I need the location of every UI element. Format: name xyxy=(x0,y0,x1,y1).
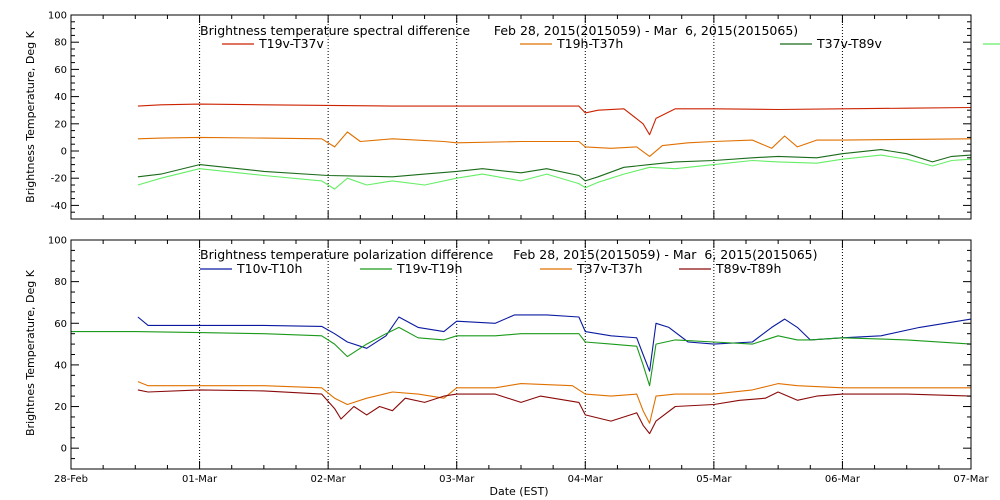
legend-label-T37v-T37h: T37v-T37h xyxy=(576,261,642,276)
spectral-series-T19h-T37h xyxy=(137,131,972,157)
polarization-series-T89v-T89h xyxy=(137,389,972,435)
spectral-series-T19v-T37v xyxy=(137,103,972,136)
polarization-ytick-label: 100 xyxy=(48,236,67,247)
polarization-gridlines xyxy=(199,240,843,469)
polarization-ytick-label: 60 xyxy=(54,319,67,330)
panel-spectral: Brightness temperature spectral differen… xyxy=(24,11,1000,220)
polarization-ytick-label: 40 xyxy=(54,360,67,371)
spectral-ytick-label: -20 xyxy=(51,174,67,185)
xtick-label: 03-Mar xyxy=(439,474,475,485)
spectral-series-T37h-T89h xyxy=(137,154,972,190)
xtick-label: 02-Mar xyxy=(311,474,347,485)
polarization-axes: 0 20 40 60 80 100 28-Feb 01-Mar 02-Mar 03-Mar 04-M… xyxy=(48,236,990,486)
spectral-series-T37v-T89v xyxy=(137,149,972,182)
legend-label-T37v-T89v: T37v-T89v xyxy=(816,36,883,51)
xtick-label: 04-Mar xyxy=(568,474,604,485)
polarization-series-T10v-T10h xyxy=(137,314,972,372)
polarization-ylabel: Brightnes Temperature, Deg K xyxy=(24,269,37,436)
legend-label-T10v-T10h: T10v-T10h xyxy=(236,261,302,276)
spectral-ytick-label: -40 xyxy=(51,201,67,212)
spectral-ytick-label: 40 xyxy=(54,92,67,103)
spectral-ytick-label: 0 xyxy=(61,147,67,158)
spectral-gridlines xyxy=(199,15,843,219)
polarization-ytick-label: 0 xyxy=(61,444,67,455)
x-axis-label: Date (EST) xyxy=(489,485,548,498)
spectral-axes: -40 -20 0 20 40 60 80 100 xyxy=(48,11,972,220)
xtick-label: 06-Mar xyxy=(825,474,861,485)
spectral-ylabel: Brightness Temperature, Deg K xyxy=(24,30,37,202)
spectral-ytick-label: 20 xyxy=(54,119,67,130)
polarization-ytick-label: 20 xyxy=(54,402,67,413)
legend-label-T19v-T37v: T19v-T37v xyxy=(258,36,325,51)
spectral-ytick-label: 60 xyxy=(54,65,67,76)
xtick-label: 05-Mar xyxy=(696,474,732,485)
xtick-label: 01-Mar xyxy=(182,474,218,485)
legend-label-T19h-T37h: T19h-T37h xyxy=(556,36,623,51)
polarization-series-T19v-T19h xyxy=(71,326,972,387)
xtick-label: 07-Mar xyxy=(953,474,989,485)
spectral-title: Brightness temperature spectral differen… xyxy=(200,23,798,38)
polarization-ytick-label: 80 xyxy=(54,277,67,288)
spectral-ytick-label: 80 xyxy=(54,38,67,49)
polarization-legend: T10v-T10h T19v-T19h T37v-T37h T89v-T89h xyxy=(200,261,781,276)
xtick-label: 28-Feb xyxy=(54,474,88,485)
polarization-plot-frame xyxy=(70,239,972,470)
panel-polarization: Brightness temperature polarization diff… xyxy=(24,236,989,486)
spectral-ytick-label: 100 xyxy=(48,11,67,22)
polarization-series-T37v-T37h xyxy=(137,381,971,424)
polarization-title: Brightness temperature polarization diff… xyxy=(200,247,818,262)
legend-label-T19v-T19h: T19v-T19h xyxy=(396,261,462,276)
spectral-series xyxy=(137,103,972,190)
legend-label-T89v-T89h: T89v-T89h xyxy=(715,261,781,276)
polarization-series xyxy=(71,314,972,435)
